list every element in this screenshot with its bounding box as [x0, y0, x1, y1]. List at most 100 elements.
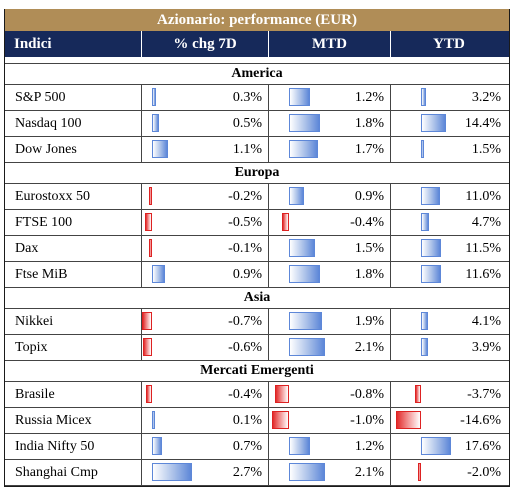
value-text: 14.4% [464, 116, 501, 131]
value-cell-ytd: 4.1% [391, 309, 507, 334]
value-text: -0.5% [228, 215, 262, 230]
value-text: 4.7% [471, 215, 501, 230]
table-row: Eurostoxx 50 -0.2% 0.9% 11.0% [5, 184, 509, 210]
positive-data-bar [421, 312, 428, 330]
value-cell-ytd: 14.4% [391, 111, 507, 136]
value-cell-mtd: 1.2% [269, 434, 391, 459]
value-text: 11.5% [465, 241, 501, 256]
index-name: Dow Jones [5, 137, 142, 162]
index-name: Shanghai Cmp [5, 460, 142, 485]
value-text: -14.6% [460, 413, 501, 428]
performance-table: Azionario: performance (EUR) Indici % ch… [4, 9, 510, 487]
value-text: 1.1% [232, 142, 262, 157]
index-name: Ftse MiB [5, 262, 142, 287]
index-name: Russia Micex [5, 408, 142, 433]
negative-data-bar [146, 385, 152, 403]
value-text: 3.2% [471, 90, 501, 105]
value-text: 1.7% [354, 142, 384, 157]
positive-data-bar [421, 239, 441, 257]
header-chg-7d: % chg 7D [142, 31, 269, 57]
value-cell-mtd: 1.9% [269, 309, 391, 334]
value-text: 1.5% [471, 142, 501, 157]
index-name: Brasile [5, 382, 142, 407]
value-text: 2.1% [354, 465, 384, 480]
positive-data-bar [152, 265, 166, 283]
value-cell-ytd: 11.5% [391, 236, 507, 261]
value-cell-mtd: 2.1% [269, 335, 391, 360]
value-text: -0.6% [228, 340, 262, 355]
value-text: -1.0% [350, 413, 384, 428]
negative-data-bar [141, 312, 152, 330]
positive-data-bar [289, 187, 305, 205]
value-cell-mtd: 2.1% [269, 460, 391, 485]
positive-data-bar [421, 88, 427, 106]
value-cell-mtd: 1.8% [269, 111, 391, 136]
value-text: 2.7% [232, 465, 262, 480]
index-name: India Nifty 50 [5, 434, 142, 459]
value-cell-d7: -0.5% [142, 210, 269, 235]
section-header: Asia [5, 288, 509, 309]
value-text: 17.6% [464, 439, 501, 454]
positive-data-bar [289, 437, 310, 455]
value-text: 2.1% [354, 340, 384, 355]
value-text: 1.5% [354, 241, 384, 256]
value-cell-ytd: 11.6% [391, 262, 507, 287]
value-cell-d7: 0.9% [142, 262, 269, 287]
value-text: 1.8% [354, 267, 384, 282]
value-cell-ytd: 1.5% [391, 137, 507, 162]
section-header: Europa [5, 163, 509, 184]
value-text: 1.2% [354, 439, 384, 454]
value-cell-mtd: 1.7% [269, 137, 391, 162]
value-text: -3.7% [467, 387, 501, 402]
value-cell-ytd: 3.2% [391, 85, 507, 110]
positive-data-bar [152, 114, 160, 132]
value-cell-d7: -0.2% [142, 184, 269, 209]
positive-data-bar [289, 140, 319, 158]
value-cell-ytd: -3.7% [391, 382, 507, 407]
table-header: Indici % chg 7D MTD YTD [5, 31, 509, 57]
value-cell-ytd: -14.6% [391, 408, 507, 433]
value-cell-ytd: -2.0% [391, 460, 507, 485]
value-cell-d7: 0.7% [142, 434, 269, 459]
value-text: 1.9% [354, 314, 384, 329]
negative-data-bar [275, 385, 289, 403]
header-mtd: MTD [269, 31, 391, 57]
value-cell-mtd: -0.4% [269, 210, 391, 235]
value-cell-mtd: 1.8% [269, 262, 391, 287]
table-row: Russia Micex 0.1% -1.0% -14.6% [5, 408, 509, 434]
value-text: -0.8% [350, 387, 384, 402]
value-cell-ytd: 11.0% [391, 184, 507, 209]
value-text: -0.4% [350, 215, 384, 230]
table-row: Brasile -0.4% -0.8% -3.7% [5, 382, 509, 408]
value-text: -0.2% [228, 189, 262, 204]
value-cell-mtd: 0.9% [269, 184, 391, 209]
negative-data-bar [271, 411, 289, 429]
table-row: India Nifty 50 0.7% 1.2% 17.6% [5, 434, 509, 460]
value-cell-d7: 1.1% [142, 137, 269, 162]
value-cell-d7: -0.7% [141, 309, 269, 334]
value-cell-ytd: 3.9% [391, 335, 507, 360]
table-row: Shanghai Cmp 2.7% 2.1% -2.0% [5, 460, 509, 486]
value-text: 0.9% [232, 267, 262, 282]
negative-data-bar [149, 187, 152, 205]
value-text: 0.1% [232, 413, 262, 428]
table-row: Topix -0.6% 2.1% 3.9% [5, 335, 509, 361]
value-cell-mtd: 1.5% [269, 236, 391, 261]
index-name: Nikkei [5, 309, 142, 334]
positive-data-bar [289, 338, 325, 356]
positive-data-bar [289, 463, 325, 481]
value-text: -0.1% [228, 241, 262, 256]
positive-data-bar [421, 140, 424, 158]
table-row: Nasdaq 100 0.5% 1.8% 14.4% [5, 111, 509, 137]
value-cell-d7: 0.1% [142, 408, 269, 433]
positive-data-bar [421, 213, 429, 231]
table-row: Nikkei -0.7% 1.9% 4.1% [5, 309, 509, 335]
positive-data-bar [421, 338, 428, 356]
value-text: 4.1% [471, 314, 501, 329]
positive-data-bar [421, 114, 446, 132]
negative-data-bar [282, 213, 289, 231]
value-text: 11.0% [465, 189, 501, 204]
value-cell-d7: 0.3% [142, 85, 269, 110]
section-header: America [5, 64, 509, 85]
value-cell-d7: 2.7% [142, 460, 269, 485]
